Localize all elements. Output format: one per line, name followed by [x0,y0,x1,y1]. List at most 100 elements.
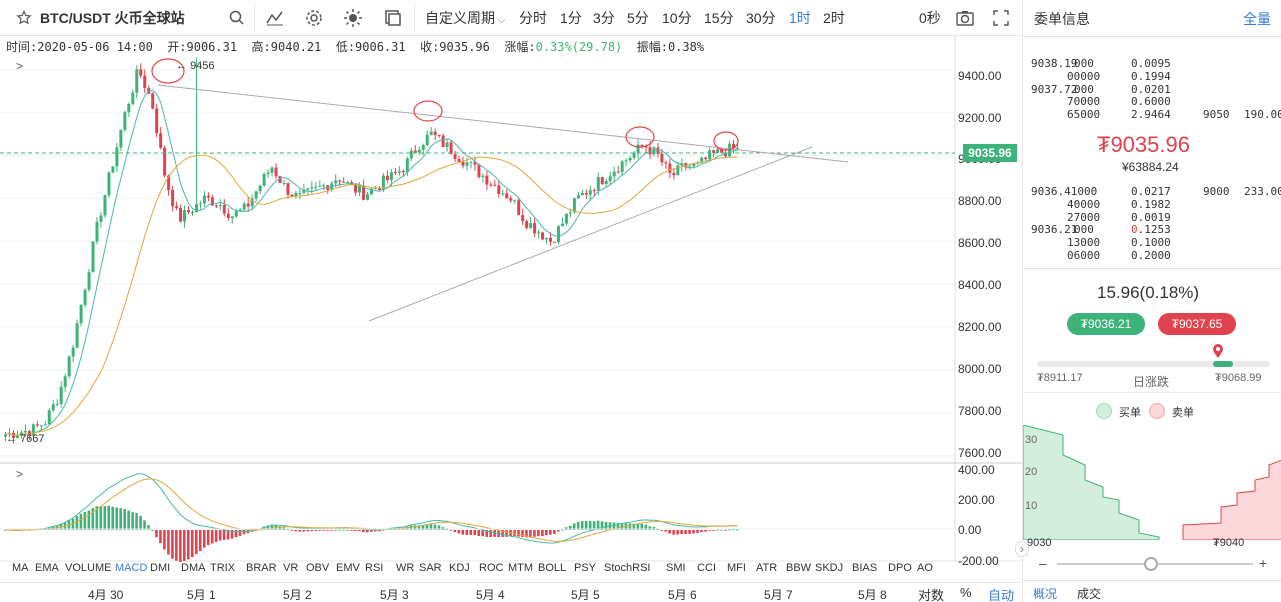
info-change-value: 0.33%(29.78) [535,40,623,54]
candle [286,182,290,195]
candle [103,195,107,216]
indicator-stochrsi[interactable]: StochRSI [604,562,651,574]
tab-trades[interactable]: 成交 [1077,587,1102,601]
symbol-title[interactable]: BTC/USDT 火币全球站 [40,10,185,26]
indicator-wr[interactable]: WR [396,562,415,574]
indicator-dmi[interactable]: DMI [150,562,171,574]
order-amount-2: 190.00 [1244,108,1281,122]
indicator-rsi[interactable]: RSI [365,562,384,574]
indicator-smi[interactable]: SMI [666,562,686,574]
interval-4[interactable]: 10分 [662,10,692,26]
indicator-macd[interactable]: MACD [115,562,148,574]
macd-bar [648,526,652,530]
indicator-bias[interactable]: BIAS [852,562,878,574]
candle [600,176,604,185]
indicator-brar[interactable]: BRAR [246,562,277,574]
date-tick: 5月 3 [380,588,409,602]
interval-7[interactable]: 1时 [789,10,811,26]
interval-8[interactable]: 2时 [823,10,845,26]
candle [175,206,179,209]
candle [59,386,63,405]
macd-bar [123,508,126,530]
ask-button[interactable]: ₮9037.65 [1158,313,1236,335]
interval-3[interactable]: 5分 [627,10,649,26]
indicator-cci[interactable]: CCI [697,562,716,574]
candle [692,163,696,167]
layout-icon[interactable] [384,9,402,27]
interval-1[interactable]: 1分 [560,10,582,26]
indicator-dpo[interactable]: DPO [888,562,912,574]
interval-5[interactable]: 15分 [704,10,734,26]
indicator-ao[interactable]: AO [917,562,933,574]
camera-icon[interactable] [955,9,975,27]
indicator-bbw[interactable]: BBW [786,562,812,574]
candle [477,164,481,177]
expand-main-chevron[interactable]: > [16,59,23,73]
depth-chart[interactable]: 30 20 10 [1023,425,1281,540]
gear-icon[interactable] [304,8,324,28]
auto-scale-toggle[interactable]: 自动 [988,588,1015,602]
fullscreen-icon[interactable] [992,9,1010,27]
indicator-kdj[interactable]: KDJ [449,562,470,574]
indicator-roc[interactable]: ROC [479,562,504,574]
indicator-sar[interactable]: SAR [419,562,442,574]
trendline-lower[interactable] [368,146,813,322]
indicator-vr[interactable]: VR [283,562,299,574]
sell-legend-swatch [1149,403,1165,419]
log-scale-toggle[interactable]: 对数 [918,588,945,602]
indicator-boll[interactable]: BOLL [538,562,567,574]
expand-sub-chevron[interactable]: > [16,467,23,481]
interval-2[interactable]: 3分 [593,10,615,26]
macd-bar [481,530,485,537]
indicator-volume[interactable]: VOLUME [65,562,112,574]
high-circle-3[interactable] [625,126,655,148]
candle [445,142,449,147]
zoom-out-button[interactable]: – [1039,555,1047,571]
indicator-mfi[interactable]: MFI [727,562,746,574]
indicator-atr[interactable]: ATR [756,562,778,574]
candle [568,212,572,214]
indicator-mtm[interactable]: MTM [508,562,534,574]
candle [632,152,636,158]
percent-scale-toggle[interactable]: % [960,585,972,600]
interval-6[interactable]: 30分 [746,10,776,26]
candle [358,185,362,193]
tab-overview[interactable]: 概况 [1033,587,1058,601]
indicator-emv[interactable]: EMV [336,562,360,574]
custom-period-dropdown[interactable]: 自定义周期 ⌵ [425,0,505,36]
price-tick: 8800.00 [958,194,1002,208]
indicator-skdj[interactable]: SKDJ [815,562,844,574]
indicator-ema[interactable]: EMA [35,562,59,574]
indicator-psy[interactable]: PSY [574,562,597,574]
candle [720,149,724,153]
custom-period-label: 自定义周期 [425,10,495,26]
macd-tick: -200.00 [958,554,999,568]
candle [513,200,517,202]
candle [393,172,397,174]
star-icon[interactable] [16,10,32,26]
panel-collapse-chevron[interactable]: › [1015,541,1029,557]
indicator-obv[interactable]: OBV [306,562,330,574]
orderbook-all-link[interactable]: 全量 [1243,11,1271,27]
candle [560,223,564,227]
indicators-icon[interactable] [265,9,285,27]
trendline-upper[interactable] [157,84,849,163]
depth-tick-20: 20 [1025,466,1037,478]
zoom-in-button[interactable]: + [1259,555,1268,571]
chart-toolbar: BTC/USDT 火币全球站 自定义周期 ⌵ 分时 1分 3分 5分 10分 15分 30分… [0,0,1022,36]
bid-button[interactable]: ₮9036.21 [1067,313,1145,335]
indicator-dma[interactable]: DMA [181,562,206,574]
candle [119,129,123,148]
search-icon[interactable] [228,9,246,27]
high-circle-1[interactable] [151,58,185,84]
price-chart[interactable]: ← 9456 ← 7667 > > [0,36,1022,562]
indicator-ma[interactable]: MA [12,562,29,574]
zoom-slider-handle[interactable] [1144,557,1158,571]
candle [564,213,568,224]
high-circle-2[interactable] [413,100,443,122]
theme-sun-icon[interactable] [343,8,363,28]
high-circle-4[interactable] [713,131,739,151]
indicator-trix[interactable]: TRIX [210,562,236,574]
interval-0[interactable]: 分时 [519,10,547,26]
candle [163,147,167,176]
